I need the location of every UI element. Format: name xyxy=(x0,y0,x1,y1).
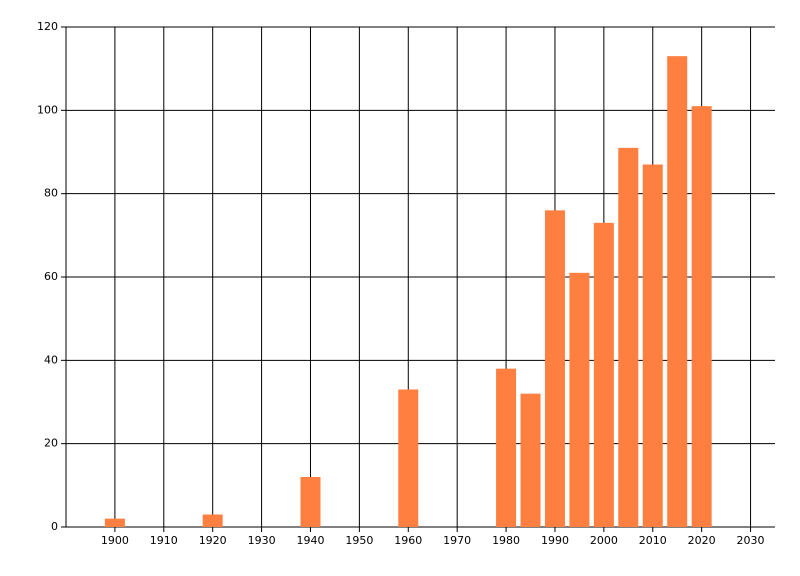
bar xyxy=(300,477,321,527)
bar xyxy=(544,210,565,528)
bar xyxy=(642,164,663,527)
y-tick-label: 20 xyxy=(44,437,58,450)
y-tick-label: 0 xyxy=(51,520,58,533)
bar xyxy=(496,368,517,527)
bar xyxy=(202,514,223,527)
y-tick-label: 100 xyxy=(37,103,58,116)
y-tick-label: 80 xyxy=(44,187,58,200)
x-tick-label: 1970 xyxy=(443,534,471,547)
x-tick-label: 1900 xyxy=(101,534,129,547)
x-tick-label: 1980 xyxy=(492,534,520,547)
bar xyxy=(569,272,590,527)
x-tick-label: 1920 xyxy=(199,534,227,547)
bar xyxy=(618,147,639,528)
x-tick-label: 1950 xyxy=(345,534,373,547)
x-tick-label: 1930 xyxy=(248,534,276,547)
x-tick-label: 2020 xyxy=(688,534,716,547)
x-tick-label: 2000 xyxy=(590,534,618,547)
y-tick-label: 40 xyxy=(44,353,58,366)
bar xyxy=(520,393,541,527)
bar xyxy=(593,222,614,528)
x-tick-label: 2030 xyxy=(737,534,765,547)
x-tick-label: 1960 xyxy=(394,534,422,547)
x-tick-label: 1910 xyxy=(150,534,178,547)
y-tick-label: 60 xyxy=(44,270,58,283)
bar xyxy=(104,518,125,527)
bar xyxy=(667,56,688,528)
bar xyxy=(691,106,712,528)
x-tick-label: 2010 xyxy=(639,534,667,547)
bar xyxy=(398,389,419,527)
x-tick-label: 1990 xyxy=(541,534,569,547)
y-tick-label: 120 xyxy=(37,20,58,33)
x-tick-label: 1940 xyxy=(296,534,324,547)
